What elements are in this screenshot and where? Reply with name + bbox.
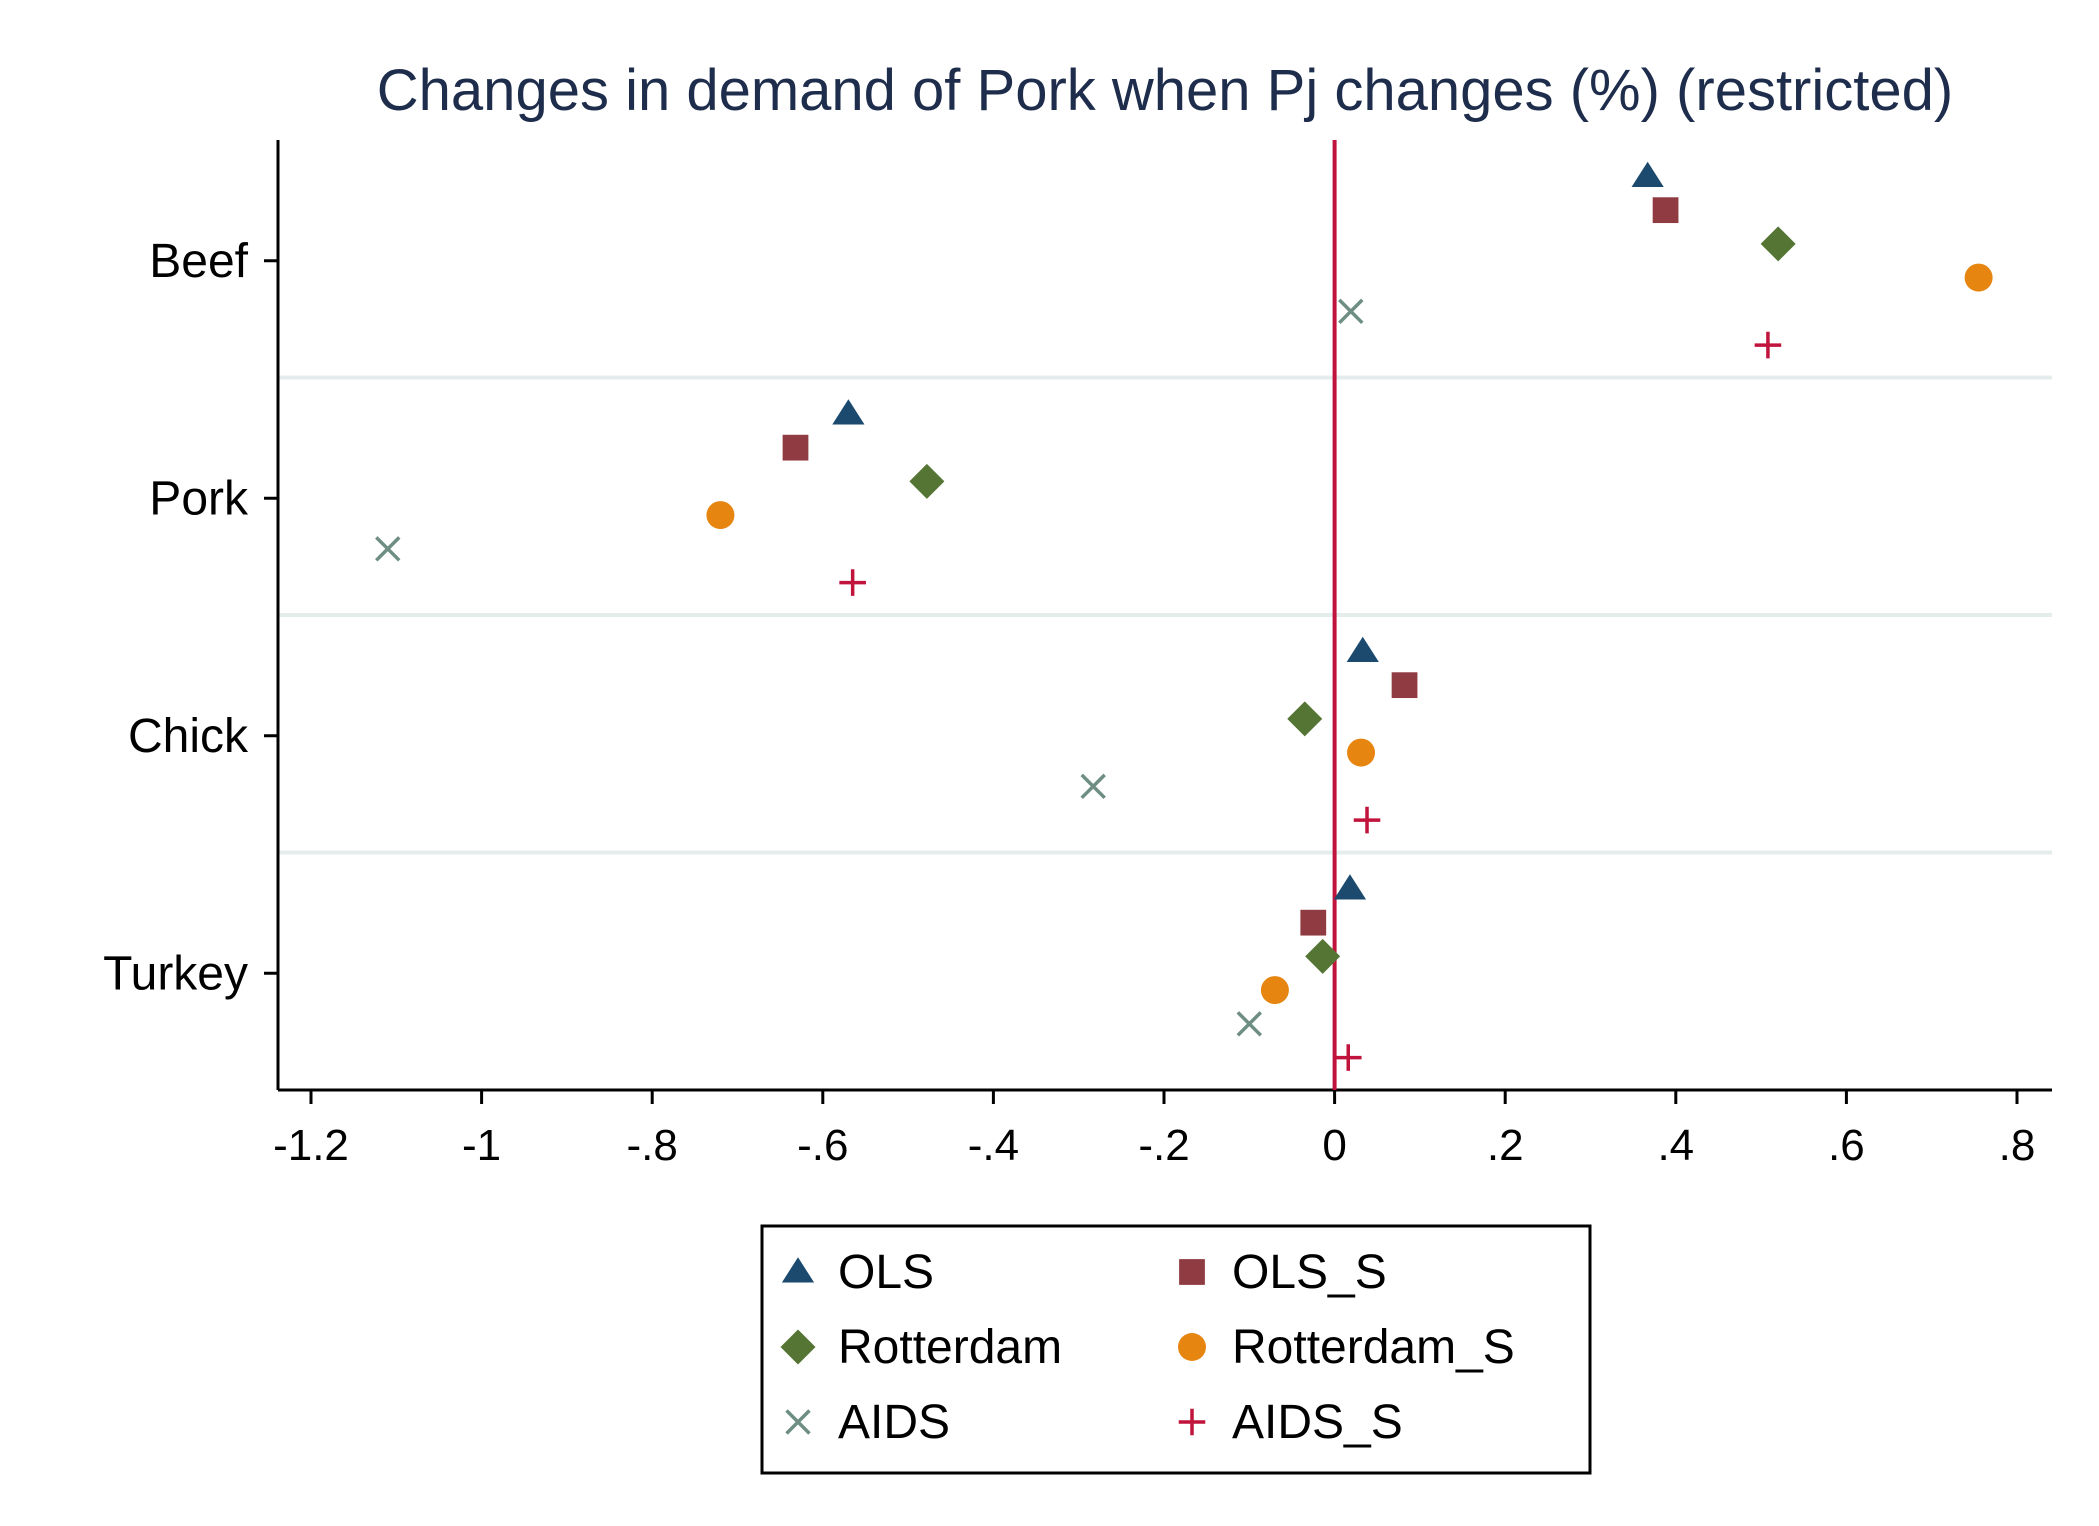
category-separators — [278, 375, 2052, 855]
x-tick-label: -.6 — [797, 1121, 848, 1170]
data-point — [1260, 976, 1289, 1005]
x-tick-label: -.8 — [627, 1121, 678, 1170]
y-category-label: Chick — [128, 710, 249, 763]
legend-marker — [785, 1409, 811, 1435]
data-point — [1760, 226, 1796, 262]
legend-marker — [1178, 1333, 1206, 1361]
data-point — [1287, 701, 1323, 737]
data-point — [1353, 806, 1381, 834]
legend-marker — [780, 1329, 816, 1365]
axes: -1.2 -1 -.8 -.6 -.4 -.2 0 .2 .4 .6 .8 Beef Pork Chick… — [103, 140, 2052, 1170]
x-tick-label: -.4 — [968, 1121, 1019, 1170]
x-tick-label: -.2 — [1138, 1121, 1189, 1170]
data-point — [1652, 197, 1679, 224]
y-category-label: Beef — [149, 235, 248, 288]
data-point — [1080, 773, 1106, 800]
data-point — [782, 434, 809, 461]
legend-label: OLS — [838, 1246, 934, 1299]
x-tick-label: -1.2 — [273, 1121, 349, 1170]
data-point — [706, 501, 735, 530]
data-point — [375, 536, 401, 562]
x-tick-label: .8 — [1999, 1121, 2036, 1170]
legend-marker — [781, 1257, 815, 1283]
data-point — [1334, 1044, 1362, 1071]
y-category-label: Turkey — [103, 947, 248, 1000]
legend-label: OLS_S — [1232, 1246, 1387, 1299]
chart-title: Changes in demand of Pork when Pj change… — [377, 58, 1953, 123]
data-point — [1754, 331, 1782, 359]
data-points — [375, 161, 1993, 1071]
data-point — [909, 463, 945, 499]
data-point — [1346, 636, 1379, 662]
x-tick-label: .2 — [1487, 1121, 1524, 1170]
legend: OLS OLS_S Rotterdam Rotterdam_S AIDS AIDS_S — [760, 1224, 1592, 1475]
x-tick-label: .6 — [1828, 1121, 1865, 1170]
x-tick-label: -1 — [462, 1121, 501, 1170]
data-point — [1333, 874, 1367, 900]
legend-label: Rotterdam — [838, 1321, 1062, 1374]
data-point — [832, 399, 865, 425]
data-point — [1236, 1011, 1263, 1037]
legend-marker — [1178, 1408, 1206, 1436]
data-point — [1964, 263, 1993, 292]
legend-label: AIDS — [838, 1396, 950, 1449]
legend-marker — [1179, 1259, 1205, 1285]
data-point — [1305, 938, 1341, 974]
data-point — [1300, 909, 1327, 936]
data-point — [1631, 161, 1664, 187]
data-point — [1347, 738, 1376, 767]
data-point — [1391, 672, 1418, 699]
data-point — [839, 569, 866, 596]
legend-label: AIDS_S — [1232, 1396, 1403, 1449]
data-point — [1338, 298, 1364, 325]
legend-box — [760, 1224, 1592, 1475]
x-tick-label: 0 — [1322, 1121, 1346, 1170]
x-tick-label: .4 — [1657, 1121, 1694, 1170]
y-category-label: Pork — [149, 472, 249, 525]
legend-label: Rotterdam_S — [1232, 1321, 1515, 1374]
